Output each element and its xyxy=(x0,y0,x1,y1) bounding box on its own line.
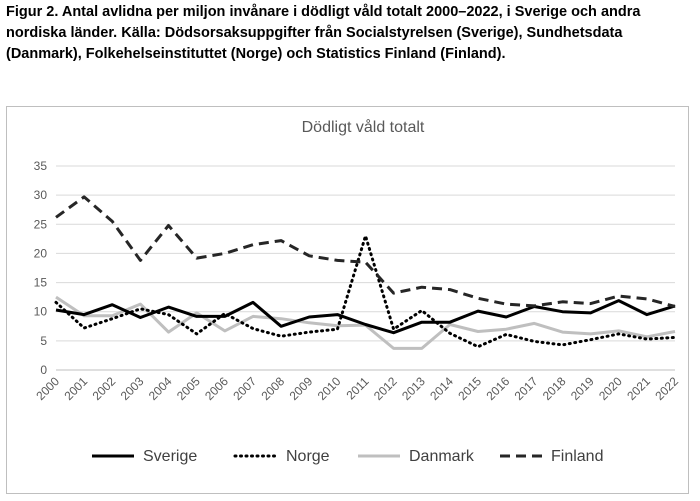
legend: Sverige Norge Danmark Finland xyxy=(92,448,603,465)
legend-label-finland: Finland xyxy=(551,448,603,465)
y-tick-label: 5 xyxy=(40,334,47,348)
legend-label-norge: Norge xyxy=(286,448,330,465)
x-tick-label: 2015 xyxy=(455,374,484,403)
y-tick-label: 35 xyxy=(34,159,48,173)
y-tick-label: 30 xyxy=(34,188,48,202)
x-tick-label: 2022 xyxy=(652,374,681,403)
x-tick-label: 2006 xyxy=(202,374,231,403)
y-tick-label: 15 xyxy=(34,276,48,290)
x-tick-label: 2012 xyxy=(371,374,400,403)
x-tick-label: 2016 xyxy=(484,374,513,403)
x-tick-label: 2009 xyxy=(287,374,316,403)
x-tick-label: 2020 xyxy=(596,374,625,403)
figure-caption: Figur 2. Antal avlidna per miljon invåna… xyxy=(6,4,641,62)
chart-frame xyxy=(6,106,689,494)
legend-label-danmark: Danmark xyxy=(409,448,475,465)
x-tick-label: 2014 xyxy=(427,374,456,403)
series-line-finland xyxy=(55,195,676,308)
x-tick-label: 2008 xyxy=(258,374,287,403)
series-lines xyxy=(54,195,677,350)
y-tick-label: 10 xyxy=(34,305,48,319)
x-tick-label: 2005 xyxy=(174,374,203,403)
x-axis-ticks: 2000 2001 2002 2003 2004 2005 2006 2007 2008 2009… xyxy=(33,374,681,403)
x-tick-label: 2001 xyxy=(61,374,90,403)
x-tick-label: 2018 xyxy=(540,374,569,403)
series-line-sverige xyxy=(55,299,676,335)
x-tick-label: 2002 xyxy=(90,374,119,403)
x-tick-label: 2021 xyxy=(624,374,653,403)
x-tick-label: 2011 xyxy=(343,374,371,402)
chart-title: Dödligt våld totalt xyxy=(302,118,425,136)
x-tick-label: 2010 xyxy=(315,374,344,403)
y-tick-label: 25 xyxy=(34,217,48,231)
gridlines xyxy=(56,165,675,371)
x-tick-label: 2004 xyxy=(146,374,175,403)
x-tick-label: 2003 xyxy=(118,374,147,403)
series-line-norge xyxy=(54,234,677,349)
x-tick-label: 2017 xyxy=(512,374,541,403)
x-tick-label: 2019 xyxy=(568,374,597,403)
x-tick-label: 2013 xyxy=(399,374,428,403)
legend-label-sverige: Sverige xyxy=(143,448,197,465)
x-tick-label: 2000 xyxy=(33,374,62,403)
x-tick-label: 2007 xyxy=(230,374,259,403)
y-tick-label: 20 xyxy=(34,246,48,260)
y-axis-ticks: 0 5 10 15 20 25 30 35 xyxy=(34,159,48,377)
y-tick-label: 0 xyxy=(40,363,47,377)
